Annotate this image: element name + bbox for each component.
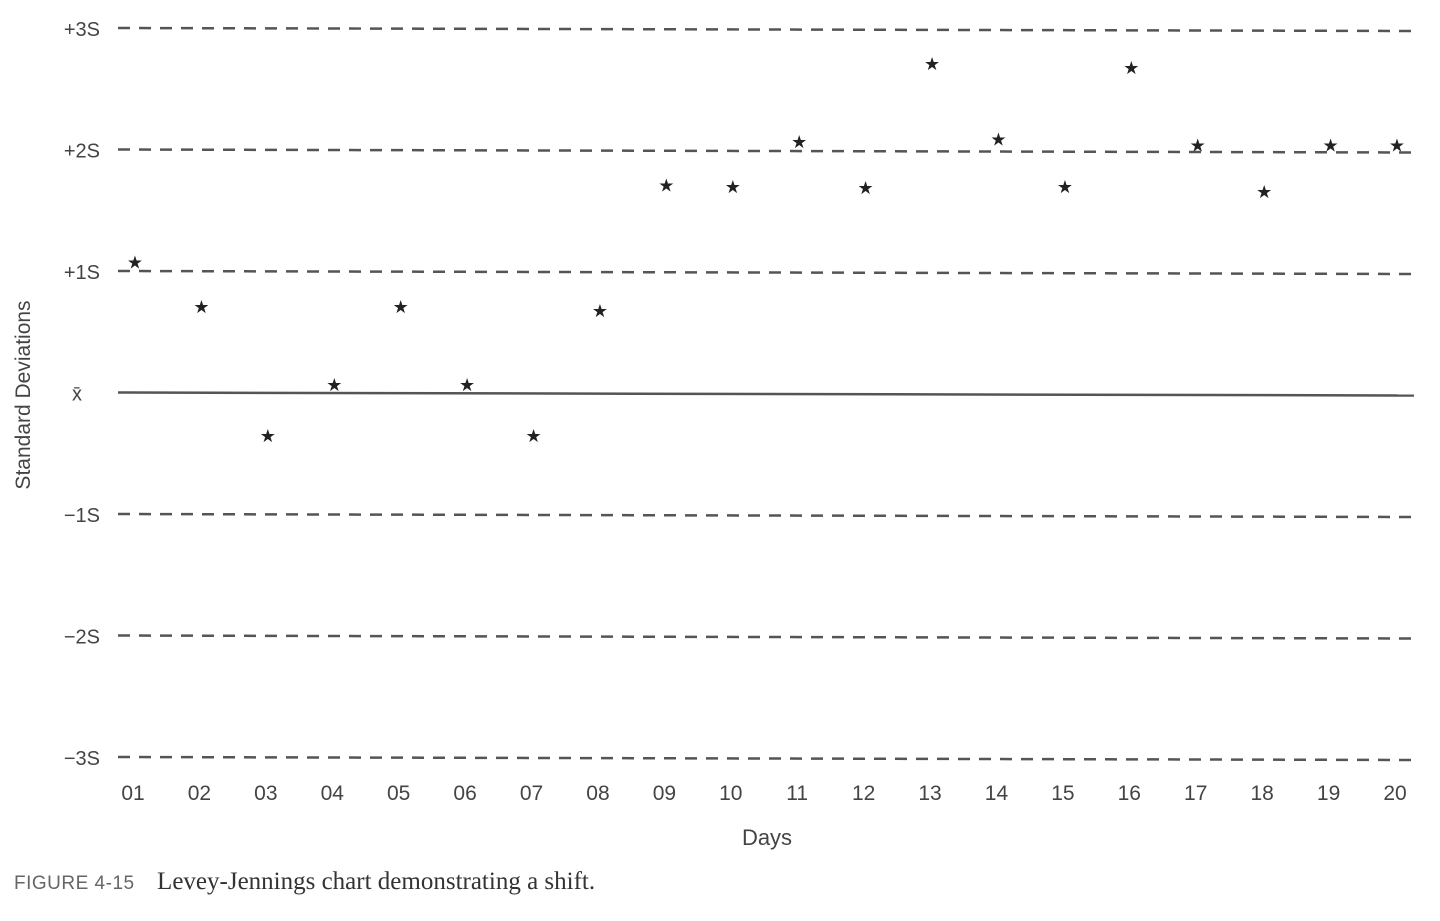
x-tick-label: 02 [188, 782, 211, 805]
x-tick-label: 10 [719, 782, 742, 805]
y-tick-label: −3S [64, 748, 100, 770]
x-tick-label: 03 [254, 782, 277, 805]
x-tick-label: 19 [1317, 782, 1340, 805]
caption-text: Levey-Jennings chart demonstrating a shi… [157, 868, 596, 895]
y-tick-label: +2S [64, 141, 100, 163]
sd-line [117, 755, 1415, 762]
data-point: ★ [525, 426, 541, 446]
figure-number: FIGURE 4-15 [14, 873, 135, 894]
data-point: ★ [791, 132, 807, 152]
data-point: ★ [658, 176, 674, 196]
x-tick-label: 20 [1383, 782, 1406, 805]
data-point: ★ [924, 54, 940, 74]
data-point: ★ [592, 301, 608, 321]
x-tick-label: 04 [321, 782, 345, 805]
x-tick-label: 17 [1184, 782, 1207, 805]
x-tick-label: 13 [918, 782, 941, 805]
sd-line [117, 148, 1415, 154]
data-point: ★ [858, 178, 874, 198]
data-point: ★ [725, 177, 741, 197]
x-tick-label: 07 [520, 782, 543, 805]
x-tick-label: 09 [653, 782, 676, 805]
data-point: ★ [1190, 136, 1206, 156]
data-point: ★ [393, 297, 409, 317]
x-tick-label: 05 [387, 782, 410, 805]
data-point: ★ [990, 130, 1006, 150]
data-point: ★ [459, 375, 475, 395]
data-point: ★ [326, 375, 342, 395]
x-tick-label: 14 [985, 782, 1009, 805]
x-tick-label: 06 [453, 782, 476, 805]
data-point: ★ [1323, 136, 1339, 156]
y-tick-label: −2S [64, 627, 100, 649]
sd-line [117, 26, 1415, 33]
x-axis-label: Days [742, 825, 792, 850]
x-tick-label: 11 [786, 782, 808, 805]
sd-line [117, 269, 1415, 276]
y-tick-label: +3S [64, 19, 100, 41]
x-tick-label: 18 [1250, 782, 1273, 805]
y-tick-label: +1S [64, 262, 100, 284]
data-point: ★ [1057, 177, 1073, 197]
data-point: ★ [1389, 136, 1405, 156]
mean-line [117, 391, 1415, 397]
data-point: ★ [127, 252, 143, 272]
x-tick-label: 15 [1051, 782, 1074, 805]
data-point: ★ [193, 297, 209, 317]
sd-line [117, 512, 1415, 519]
y-tick-label: −1S [64, 505, 100, 527]
data-point: ★ [1256, 182, 1272, 202]
y-axis-label: Standard Deviations [12, 300, 35, 489]
data-point: ★ [260, 426, 276, 446]
y-tick-label: x̄ [72, 384, 82, 406]
x-tick-label: 16 [1118, 782, 1141, 805]
x-tick-label: 12 [852, 782, 875, 805]
sd-line [117, 634, 1415, 640]
x-tick-label: 01 [121, 782, 144, 805]
figure-caption: FIGURE 4-15 Levey-Jennings chart demonst… [14, 868, 595, 896]
x-tick-label: 08 [586, 782, 609, 805]
data-point: ★ [1123, 58, 1139, 78]
